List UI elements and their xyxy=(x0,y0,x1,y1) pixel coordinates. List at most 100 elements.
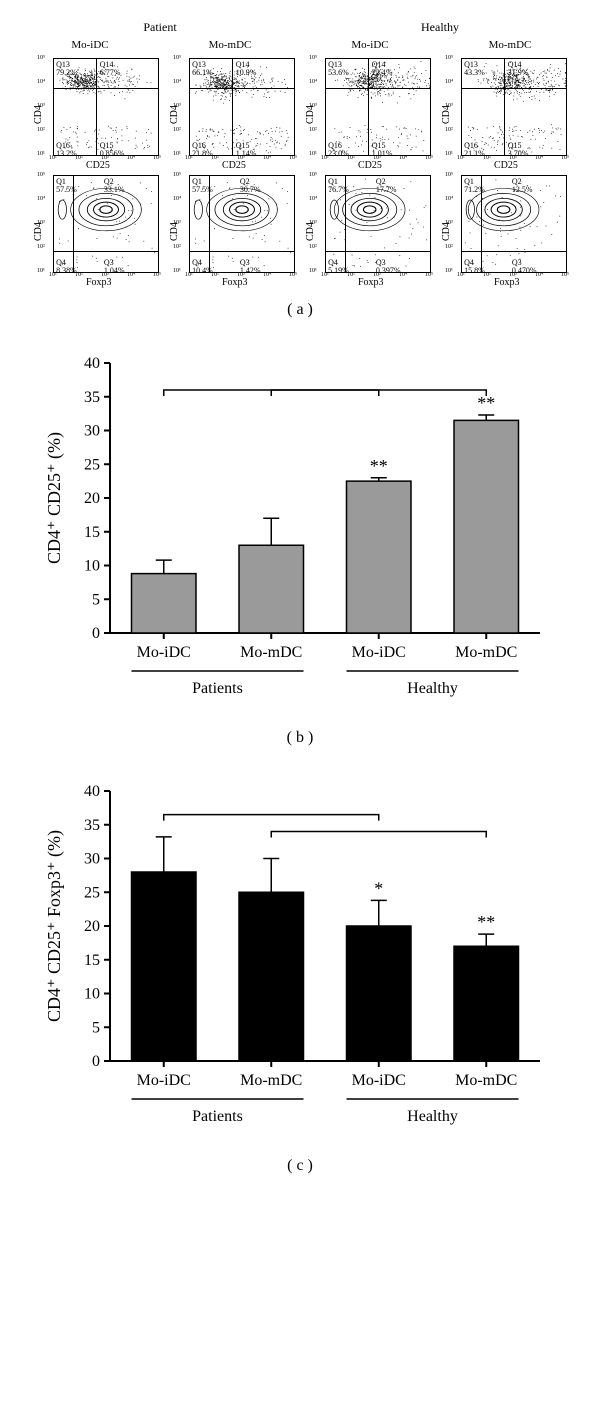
column-header: Mo-mDC xyxy=(445,39,575,51)
svg-text:25: 25 xyxy=(84,884,100,901)
bar xyxy=(239,892,304,1061)
svg-text:35: 35 xyxy=(84,817,100,834)
x-tick: 10² xyxy=(347,155,355,161)
quadrant-label: Q157.5% xyxy=(192,178,213,194)
x-tick: 10⁵ xyxy=(289,155,297,161)
y-tick: 10¹ xyxy=(445,268,453,274)
y-tick: 10⁵ xyxy=(173,55,181,61)
quadrant-label: Q146.77% xyxy=(100,61,121,77)
y-tick: 10² xyxy=(445,127,453,133)
quadrant-label: Q157.5% xyxy=(56,178,77,194)
y-tick: 10¹ xyxy=(37,268,45,274)
facs-contour-plot: Q171.2%Q212.5%Q30.470%Q415.8%CD4Foxp310¹… xyxy=(438,170,570,287)
quadrant-label: Q48.38% xyxy=(56,259,77,273)
x-tick: 10⁴ xyxy=(127,272,135,278)
facs-scatter-plot: Q1353.6%Q1422.4%Q151.01%Q1623.0%CD4CD251… xyxy=(302,53,434,170)
x-tick: 10² xyxy=(211,272,219,278)
quadrant-label: Q153.70% xyxy=(508,142,529,156)
quadrant-label: Q233.1% xyxy=(104,178,125,194)
bar xyxy=(347,926,412,1061)
svg-text:**: ** xyxy=(477,912,495,932)
svg-text:Mo-mDC: Mo-mDC xyxy=(455,644,517,661)
x-tick: 10⁴ xyxy=(263,155,271,161)
y-tick: 10³ xyxy=(173,103,181,109)
facs-contour-plot: Q157.5%Q233.1%Q31.04%Q48.38%CD4Foxp310¹1… xyxy=(30,170,162,287)
x-tick: 10² xyxy=(75,155,83,161)
x-tick: 10³ xyxy=(101,155,109,161)
svg-text:5: 5 xyxy=(92,1019,100,1036)
y-tick: 10² xyxy=(37,244,45,250)
group-title-healthy: Healthy xyxy=(300,20,580,35)
x-tick: 10¹ xyxy=(457,272,465,278)
x-tick: 10⁵ xyxy=(153,155,161,161)
panel-a-group-headers: Patient Healthy xyxy=(20,20,580,35)
x-axis-label: Foxp3 xyxy=(494,277,520,288)
panel-a: Patient Healthy Mo-iDCMo-mDCMo-iDCMo-mDC… xyxy=(20,20,580,287)
quadrant-label: Q1613.2% xyxy=(56,142,77,156)
y-tick: 10⁴ xyxy=(309,196,317,202)
y-tick: 10² xyxy=(309,244,317,250)
x-tick: 10³ xyxy=(373,155,381,161)
facs-scatter-plot: Q1379.2%Q146.77%Q150.856%Q1613.2%CD4CD25… xyxy=(30,53,162,170)
x-tick: 10⁵ xyxy=(425,272,433,278)
svg-text:Mo-iDC: Mo-iDC xyxy=(137,644,191,661)
y-tick: 10⁴ xyxy=(37,196,45,202)
svg-text:15: 15 xyxy=(84,524,100,541)
facs-scatter-plot: Q1366.1%Q1410.9%Q151.14%Q1621.8%CD4CD251… xyxy=(166,53,298,170)
bar-chart: 0510152025303540CD4⁺ CD25⁺ (%)Mo-iDCMo-m… xyxy=(40,343,560,723)
svg-text:20: 20 xyxy=(84,918,100,935)
svg-text:**: ** xyxy=(370,456,388,476)
x-tick: 10¹ xyxy=(321,272,329,278)
y-tick: 10¹ xyxy=(445,151,453,157)
group-title-patient: Patient xyxy=(20,20,300,35)
panel-a-plots: Mo-iDCMo-mDCMo-iDCMo-mDCQ1379.2%Q146.77%… xyxy=(20,39,580,287)
y-tick: 10⁴ xyxy=(309,79,317,85)
svg-text:10: 10 xyxy=(84,558,100,575)
quadrant-label: Q151.01% xyxy=(372,142,393,156)
panel-c: 0510152025303540CD4⁺ CD25⁺ Foxp3⁺ (%)Mo-… xyxy=(40,771,560,1151)
y-tick: 10⁴ xyxy=(445,79,453,85)
y-tick: 10³ xyxy=(37,220,45,226)
x-tick: 10¹ xyxy=(321,155,329,161)
bar xyxy=(132,574,197,633)
svg-text:Patients: Patients xyxy=(192,680,243,697)
x-tick: 10² xyxy=(211,155,219,161)
y-tick: 10³ xyxy=(173,220,181,226)
y-tick: 10³ xyxy=(309,103,317,109)
quadrant-label: Q217.7% xyxy=(376,178,397,194)
x-axis-label: Foxp3 xyxy=(222,277,248,288)
y-tick: 10⁵ xyxy=(309,172,317,178)
y-tick: 10² xyxy=(309,127,317,133)
y-tick: 10⁴ xyxy=(173,196,181,202)
quadrant-label: Q1621.8% xyxy=(192,142,213,156)
bar xyxy=(454,420,519,633)
svg-text:5: 5 xyxy=(92,591,100,608)
y-tick: 10¹ xyxy=(173,151,181,157)
bar-chart: 0510152025303540CD4⁺ CD25⁺ Foxp3⁺ (%)Mo-… xyxy=(40,771,560,1151)
svg-text:30: 30 xyxy=(84,851,100,868)
y-tick: 10⁴ xyxy=(173,79,181,85)
x-tick: 10⁵ xyxy=(561,155,569,161)
svg-text:Patients: Patients xyxy=(192,1108,243,1125)
svg-text:10: 10 xyxy=(84,986,100,1003)
x-tick: 10² xyxy=(483,155,491,161)
quadrant-label: Q150.856% xyxy=(100,142,125,156)
svg-text:Healthy: Healthy xyxy=(407,680,458,697)
y-tick: 10⁴ xyxy=(37,79,45,85)
facs-contour-plot: Q176.7%Q217.7%Q30.397%Q45.19%CD4Foxp310¹… xyxy=(302,170,434,287)
x-tick: 10⁵ xyxy=(153,272,161,278)
quadrant-label: Q1343.3% xyxy=(464,61,485,77)
quadrant-label: Q30.470% xyxy=(512,259,537,273)
svg-text:40: 40 xyxy=(84,355,100,372)
svg-text:CD4⁺ CD25⁺ (%): CD4⁺ CD25⁺ (%) xyxy=(44,432,65,564)
x-tick: 10³ xyxy=(237,272,245,278)
y-tick: 10⁵ xyxy=(37,172,45,178)
x-axis-label: Foxp3 xyxy=(358,277,384,288)
x-tick: 10² xyxy=(483,272,491,278)
column-header: Mo-iDC xyxy=(305,39,435,51)
quadrant-label: Q1431.9% xyxy=(508,61,529,77)
x-tick: 10⁴ xyxy=(263,272,271,278)
quadrant-label: Q1379.2% xyxy=(56,61,77,77)
bar xyxy=(347,481,412,633)
y-tick: 10² xyxy=(173,244,181,250)
